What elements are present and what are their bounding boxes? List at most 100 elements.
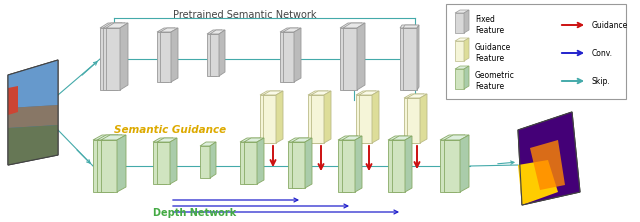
Polygon shape: [342, 136, 362, 140]
Polygon shape: [518, 160, 558, 205]
Polygon shape: [340, 28, 354, 90]
Polygon shape: [288, 142, 301, 188]
Polygon shape: [455, 38, 469, 41]
Polygon shape: [343, 28, 357, 90]
Polygon shape: [440, 140, 456, 192]
Text: Guidance: Guidance: [592, 20, 628, 30]
Text: Fixed
Feature: Fixed Feature: [475, 15, 504, 35]
Polygon shape: [455, 13, 464, 33]
Polygon shape: [351, 136, 358, 192]
Polygon shape: [455, 41, 464, 61]
Polygon shape: [97, 140, 113, 192]
Polygon shape: [356, 95, 369, 143]
Polygon shape: [160, 28, 178, 32]
Polygon shape: [100, 28, 114, 90]
Polygon shape: [338, 140, 351, 192]
Polygon shape: [8, 125, 58, 165]
Polygon shape: [100, 23, 122, 28]
Polygon shape: [240, 138, 260, 142]
Polygon shape: [305, 138, 312, 188]
Polygon shape: [338, 136, 358, 140]
Polygon shape: [166, 138, 173, 184]
Polygon shape: [417, 25, 419, 90]
Polygon shape: [321, 91, 328, 143]
Polygon shape: [518, 112, 580, 205]
Polygon shape: [160, 32, 171, 82]
Polygon shape: [280, 32, 291, 82]
Polygon shape: [388, 140, 401, 192]
Polygon shape: [292, 138, 312, 142]
Polygon shape: [444, 135, 469, 140]
Polygon shape: [464, 38, 469, 61]
Polygon shape: [392, 140, 405, 192]
Polygon shape: [263, 91, 283, 95]
Polygon shape: [200, 142, 216, 146]
Polygon shape: [400, 25, 416, 28]
Polygon shape: [357, 23, 365, 90]
Polygon shape: [93, 140, 109, 192]
Polygon shape: [400, 28, 414, 90]
Text: Geometric
Feature: Geometric Feature: [475, 71, 515, 91]
Polygon shape: [216, 30, 222, 76]
Polygon shape: [210, 30, 225, 34]
Polygon shape: [404, 98, 417, 143]
Text: Conv.: Conv.: [592, 48, 613, 57]
Polygon shape: [403, 28, 417, 90]
Polygon shape: [343, 23, 365, 28]
Polygon shape: [407, 94, 427, 98]
Text: Pretrained Semantic Network: Pretrained Semantic Network: [173, 10, 317, 20]
Polygon shape: [170, 138, 177, 184]
Polygon shape: [455, 69, 464, 89]
Polygon shape: [157, 142, 170, 184]
Polygon shape: [117, 23, 125, 90]
Polygon shape: [301, 138, 308, 188]
Polygon shape: [97, 135, 122, 140]
Polygon shape: [113, 135, 122, 192]
Polygon shape: [153, 138, 173, 142]
Polygon shape: [8, 105, 58, 128]
Polygon shape: [276, 91, 283, 143]
Polygon shape: [114, 23, 122, 90]
Polygon shape: [456, 135, 465, 192]
Polygon shape: [103, 28, 117, 90]
Polygon shape: [359, 91, 379, 95]
Polygon shape: [405, 136, 412, 192]
Polygon shape: [401, 136, 408, 192]
Polygon shape: [253, 138, 260, 184]
Polygon shape: [101, 140, 117, 192]
Polygon shape: [120, 23, 128, 90]
Polygon shape: [354, 23, 362, 90]
Polygon shape: [311, 95, 324, 143]
Polygon shape: [101, 135, 126, 140]
Polygon shape: [324, 91, 331, 143]
Polygon shape: [109, 135, 118, 192]
Polygon shape: [292, 142, 305, 188]
Polygon shape: [260, 95, 273, 143]
Polygon shape: [240, 142, 253, 184]
Polygon shape: [455, 66, 469, 69]
Polygon shape: [260, 91, 280, 95]
Polygon shape: [106, 23, 128, 28]
Polygon shape: [157, 138, 177, 142]
Polygon shape: [103, 23, 125, 28]
Polygon shape: [171, 28, 178, 82]
Polygon shape: [93, 135, 118, 140]
Polygon shape: [283, 28, 301, 32]
Polygon shape: [200, 146, 210, 178]
Polygon shape: [157, 32, 168, 82]
Polygon shape: [244, 138, 264, 142]
Polygon shape: [403, 25, 419, 28]
Polygon shape: [210, 142, 216, 178]
Polygon shape: [392, 136, 412, 140]
Polygon shape: [464, 66, 469, 89]
FancyBboxPatch shape: [446, 4, 626, 99]
Polygon shape: [294, 28, 301, 82]
Polygon shape: [530, 140, 565, 190]
Polygon shape: [8, 60, 58, 165]
Polygon shape: [283, 32, 294, 82]
Polygon shape: [153, 142, 166, 184]
Polygon shape: [404, 94, 424, 98]
Polygon shape: [106, 28, 120, 90]
Polygon shape: [407, 98, 420, 143]
Polygon shape: [355, 136, 362, 192]
